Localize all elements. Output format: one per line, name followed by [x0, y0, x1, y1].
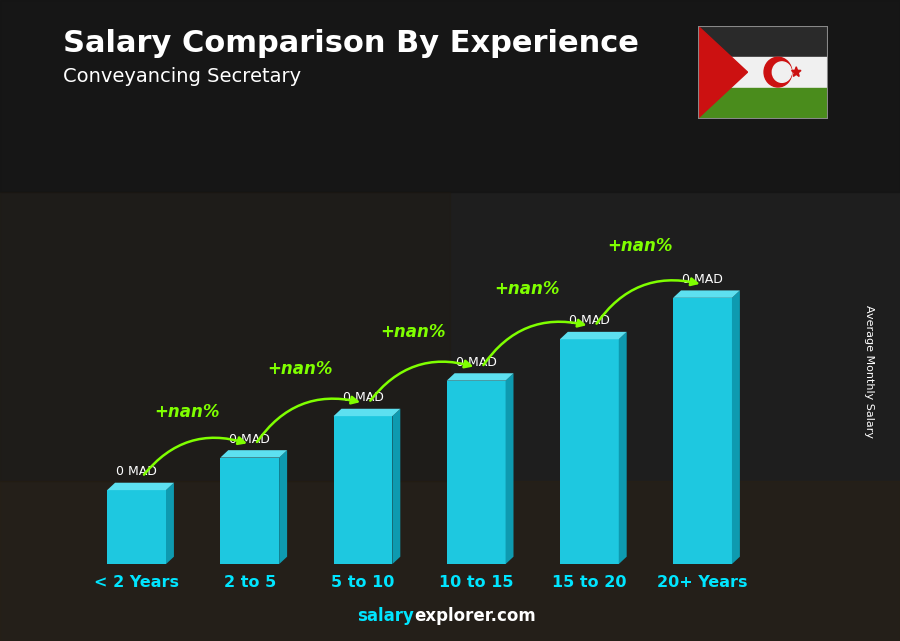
Polygon shape: [698, 56, 828, 88]
Circle shape: [772, 62, 791, 82]
Circle shape: [764, 57, 792, 87]
Polygon shape: [698, 26, 748, 119]
Bar: [446, 381, 506, 564]
Text: +nan%: +nan%: [607, 237, 672, 255]
Polygon shape: [392, 409, 400, 564]
Text: 0 MAD: 0 MAD: [343, 391, 383, 404]
Polygon shape: [732, 290, 740, 564]
Polygon shape: [446, 373, 514, 381]
Bar: [220, 458, 279, 564]
Bar: [673, 298, 732, 564]
Polygon shape: [698, 26, 828, 56]
Bar: [107, 490, 166, 564]
Text: +nan%: +nan%: [154, 403, 220, 420]
Text: +nan%: +nan%: [494, 280, 559, 298]
Polygon shape: [560, 332, 626, 339]
Bar: [0, 481, 900, 641]
Polygon shape: [506, 373, 514, 564]
Polygon shape: [166, 483, 174, 564]
Text: 0 MAD: 0 MAD: [116, 465, 157, 478]
Polygon shape: [107, 483, 174, 490]
Text: 0 MAD: 0 MAD: [682, 273, 723, 286]
Text: 0 MAD: 0 MAD: [230, 433, 270, 445]
Polygon shape: [698, 88, 828, 119]
Text: explorer.com: explorer.com: [414, 607, 536, 625]
Polygon shape: [619, 332, 626, 564]
Bar: [0, 0, 900, 192]
Text: Conveyancing Secretary: Conveyancing Secretary: [63, 67, 302, 87]
Text: 0 MAD: 0 MAD: [569, 314, 610, 328]
Bar: [334, 416, 392, 564]
Text: Average Monthly Salary: Average Monthly Salary: [863, 305, 874, 438]
Polygon shape: [791, 67, 801, 76]
Text: +nan%: +nan%: [381, 322, 446, 341]
Text: +nan%: +nan%: [267, 360, 333, 378]
Text: salary: salary: [357, 607, 414, 625]
Text: 0 MAD: 0 MAD: [455, 356, 497, 369]
Polygon shape: [334, 409, 400, 416]
Polygon shape: [220, 450, 287, 458]
Bar: [0, 192, 450, 481]
Polygon shape: [279, 450, 287, 564]
Polygon shape: [673, 290, 740, 298]
Bar: [560, 339, 619, 564]
Text: Salary Comparison By Experience: Salary Comparison By Experience: [63, 29, 639, 58]
